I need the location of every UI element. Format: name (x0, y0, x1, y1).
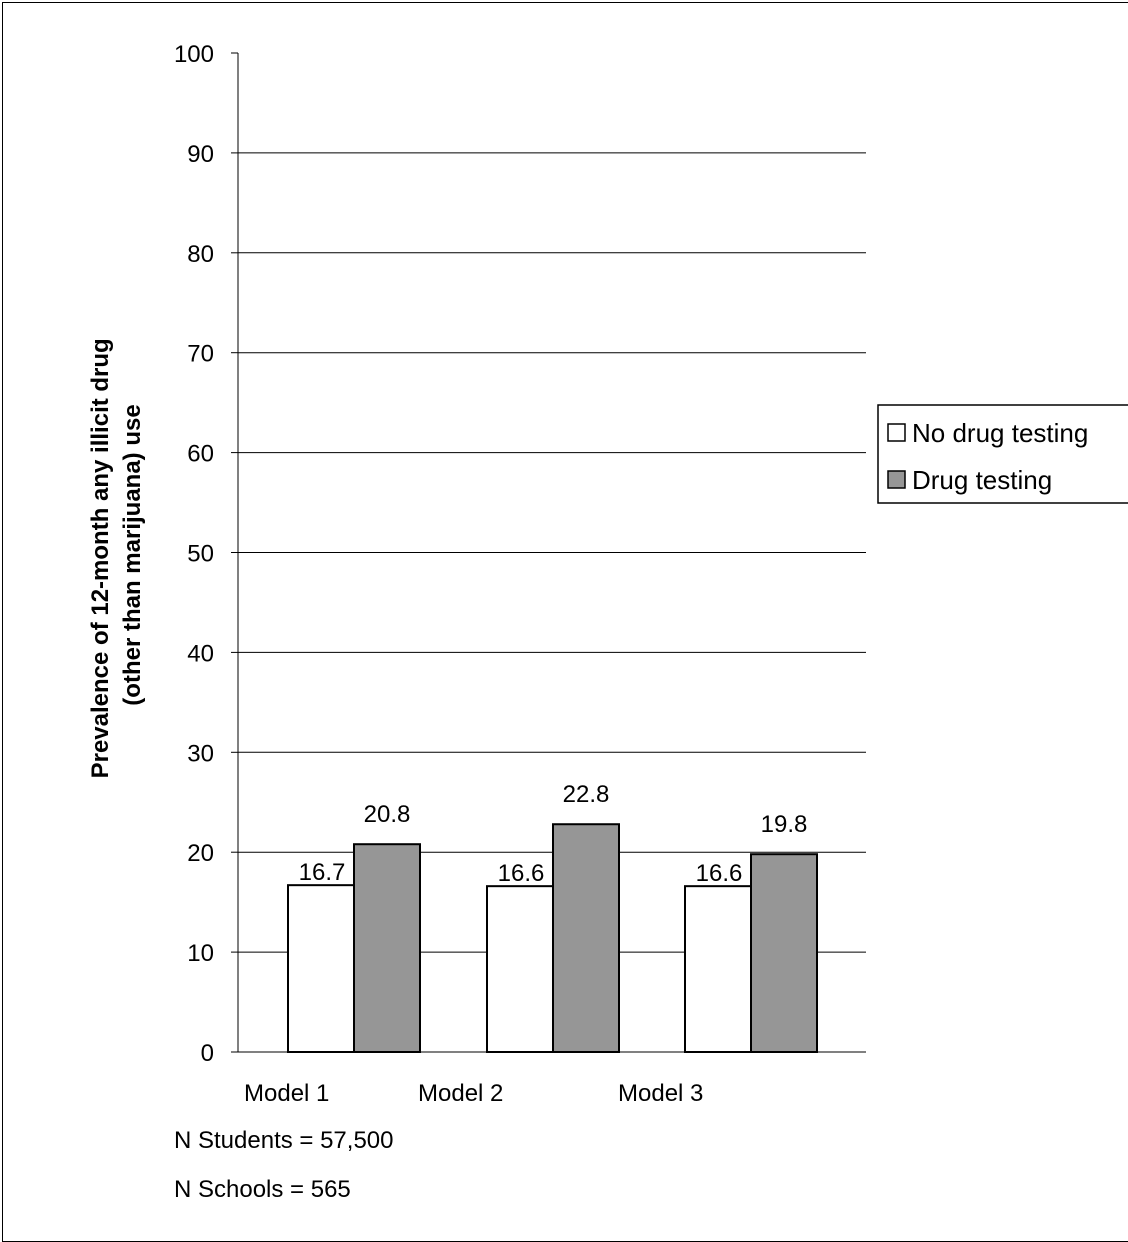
x-axis-categories: Model 1 Model 2 Model 3 (244, 1080, 703, 1107)
data-label-model-2-drug-testing: 22.8 (563, 781, 610, 808)
legend: No drug testing Drug testing (877, 404, 1128, 504)
bar-model-2-drug-testing (552, 823, 620, 1054)
footnote-n-students: N Students = 57,500 (174, 1127, 394, 1154)
y-axis-title: Prevalence of 12-month any illicit drug … (87, 332, 146, 779)
bar-model-1-drug-testing (353, 843, 421, 1054)
y-tick-label-100: 100 (174, 41, 214, 68)
x-category-label-model-2: Model 2 (418, 1080, 503, 1107)
data-label-model-2-no-drug-testing: 16.6 (498, 860, 545, 887)
data-label-model-1-no-drug-testing: 16.7 (299, 859, 346, 886)
y-axis-title-line-2: (other than marijuana) use (119, 404, 146, 705)
y-tick-label-30: 30 (187, 740, 214, 767)
y-tick-label-90: 90 (187, 141, 214, 168)
y-axis: 0 10 20 30 40 50 60 70 80 90 100 (174, 41, 866, 1067)
data-labels: 16.7 20.8 16.6 22.8 16.6 19.8 (299, 781, 808, 887)
bar-model-3-drug-testing (750, 853, 818, 1053)
legend-label-drug-testing: Drug testing (912, 465, 1052, 495)
bar-model-1-no-drug-testing (287, 884, 355, 1053)
legend-box (877, 404, 1128, 504)
y-tick-label-10: 10 (187, 940, 214, 967)
data-label-model-1-drug-testing: 20.8 (364, 801, 411, 828)
bar-model-2-no-drug-testing (486, 885, 554, 1054)
bars (287, 823, 818, 1054)
y-tick-label-70: 70 (187, 341, 214, 368)
legend-swatch-no-drug-testing (887, 423, 906, 442)
x-category-label-model-3: Model 3 (618, 1080, 703, 1107)
y-tick-label-40: 40 (187, 640, 214, 667)
legend-label-no-drug-testing: No drug testing (912, 418, 1088, 448)
y-axis-title-line-1: Prevalence of 12-month any illicit drug (87, 338, 114, 778)
data-label-model-3-no-drug-testing: 16.6 (696, 860, 743, 887)
y-tick-label-80: 80 (187, 241, 214, 268)
y-tick-label-50: 50 (187, 541, 214, 568)
legend-swatch-drug-testing (887, 470, 906, 489)
y-tick-label-60: 60 (187, 441, 214, 468)
bar-model-3-no-drug-testing (684, 885, 752, 1054)
y-tick-label-20: 20 (187, 840, 214, 867)
x-category-label-model-1: Model 1 (244, 1080, 329, 1107)
footnote-n-schools: N Schools = 565 (174, 1176, 351, 1203)
data-label-model-3-drug-testing: 19.8 (761, 811, 808, 838)
y-tick-label-0: 0 (201, 1040, 214, 1067)
